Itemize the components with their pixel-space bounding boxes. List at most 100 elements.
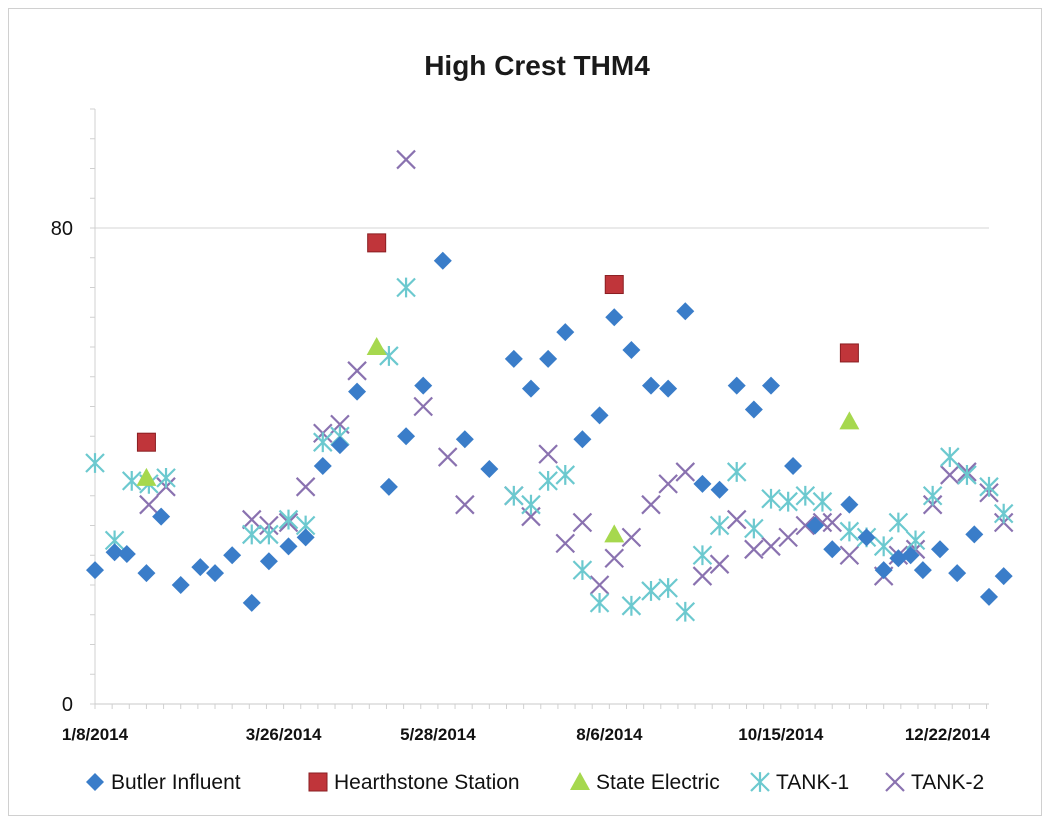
data-point	[241, 509, 262, 530]
data-point	[604, 524, 625, 543]
data-point	[330, 436, 349, 455]
data-point	[572, 512, 593, 533]
data-point	[675, 601, 696, 622]
data-point	[604, 275, 624, 295]
data-point	[504, 349, 523, 368]
legend-marker	[750, 772, 770, 792]
data-point	[761, 536, 781, 557]
data-point	[658, 578, 678, 598]
data-point	[888, 512, 909, 533]
chart-frame: High Crest THM4 0 80 1/8/2014 3/26/2014 5/28…	[8, 8, 1042, 816]
data-point	[455, 430, 474, 449]
data-point	[589, 575, 610, 595]
data-point	[259, 524, 279, 545]
data-point	[901, 546, 920, 565]
data-point	[521, 494, 541, 515]
data-point	[913, 561, 932, 580]
data-point	[589, 592, 610, 613]
data-point	[137, 564, 156, 583]
data-point	[762, 376, 781, 395]
data-point	[873, 536, 894, 557]
data-point	[839, 343, 859, 363]
y-tick-label: 80	[51, 218, 73, 240]
data-point	[744, 400, 763, 419]
data-point	[692, 566, 713, 586]
data-point	[621, 527, 642, 548]
data-point	[521, 379, 540, 398]
data-point	[726, 509, 747, 530]
data-point	[692, 545, 713, 566]
legend-marker	[885, 772, 905, 792]
data-point	[709, 554, 730, 574]
data-point	[223, 546, 242, 565]
data-point	[889, 549, 908, 568]
data-point	[366, 337, 387, 355]
data-point	[812, 491, 833, 512]
data-point	[784, 457, 803, 475]
data-point	[348, 382, 367, 401]
data-point	[85, 453, 105, 473]
points-layer	[85, 149, 1014, 622]
data-point	[556, 323, 575, 342]
data-point	[156, 468, 176, 488]
data-point	[105, 543, 124, 562]
series-tank-2	[139, 149, 1014, 595]
data-point	[538, 470, 558, 491]
data-point	[152, 507, 171, 526]
data-point	[658, 474, 678, 494]
data-point	[727, 376, 746, 395]
data-point	[957, 465, 977, 485]
data-point	[259, 552, 278, 571]
legend-item: Butler Influent	[86, 771, 241, 794]
data-point	[604, 548, 625, 569]
x-tick-label: 3/26/2014	[246, 725, 322, 744]
data-point	[242, 593, 261, 612]
data-point	[367, 233, 387, 253]
data-point	[295, 477, 316, 497]
series-tank-1	[85, 277, 1014, 622]
data-point	[313, 432, 333, 453]
data-point	[572, 560, 593, 581]
data-point	[136, 467, 157, 486]
legend-marker	[308, 772, 328, 792]
data-point	[761, 488, 781, 509]
data-point	[641, 376, 660, 395]
data-point	[279, 537, 298, 556]
data-point	[396, 149, 416, 170]
data-point	[676, 302, 695, 321]
chart-title: High Crest THM4	[424, 50, 650, 81]
data-point	[191, 558, 210, 577]
data-point	[433, 251, 452, 270]
x-tick-label: 5/28/2014	[400, 725, 476, 744]
data-point	[397, 427, 416, 446]
data-point	[675, 462, 696, 482]
axis-layer: 0 80 1/8/2014 3/26/2014 5/28/2014 8/6/2014 10/…	[51, 108, 991, 744]
data-point	[136, 432, 156, 452]
data-point	[744, 539, 764, 560]
data-point	[241, 524, 262, 545]
data-point	[744, 518, 764, 539]
data-point	[795, 485, 816, 506]
y-tick-label: 0	[62, 694, 73, 716]
data-point	[980, 587, 998, 606]
data-point	[121, 470, 142, 491]
data-point	[994, 567, 1013, 586]
chart-canvas: High Crest THM4 0 80 1/8/2014 3/26/2014 5/28…	[51, 50, 1014, 794]
data-point	[641, 581, 661, 601]
data-point	[504, 485, 524, 506]
legend-label: TANK-2	[911, 771, 984, 794]
data-point	[605, 308, 624, 327]
data-point	[710, 480, 729, 499]
data-point	[437, 447, 458, 467]
data-point	[979, 476, 999, 497]
data-point	[413, 396, 433, 417]
x-tick-label: 12/22/2014	[905, 725, 991, 744]
legend-item: State Electric	[570, 771, 720, 794]
data-point	[278, 509, 299, 530]
data-point	[313, 457, 332, 475]
data-point	[86, 561, 104, 580]
data-point	[823, 540, 842, 559]
legend-label: State Electric	[596, 771, 720, 794]
data-point	[922, 485, 943, 506]
data-point	[795, 515, 816, 536]
